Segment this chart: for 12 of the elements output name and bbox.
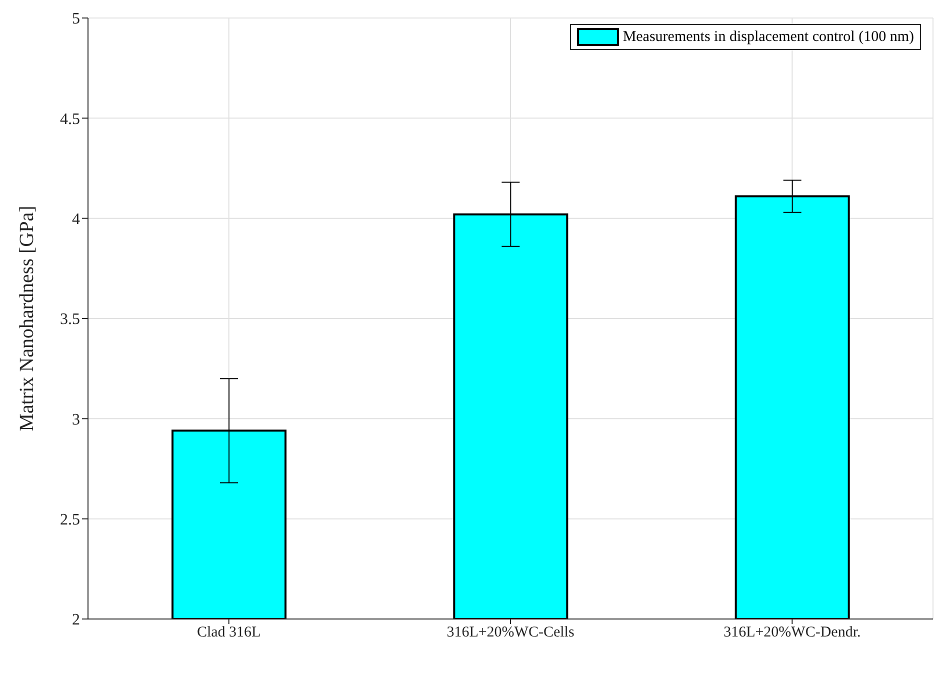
y-tick-label: 2 xyxy=(72,612,80,629)
y-tick-label: 4 xyxy=(72,211,80,228)
x-tick-label: 316L+20%WC-Cells xyxy=(446,624,574,641)
y-tick-label: 5 xyxy=(72,10,80,28)
y-tick-label: 3.5 xyxy=(60,311,80,328)
y-tick-label: 2.5 xyxy=(60,512,80,529)
y-tick-label: 4.5 xyxy=(60,110,80,128)
y-tick-label: 3 xyxy=(72,411,80,428)
legend-label: Measurements in displacement control (100 nm) xyxy=(622,28,914,46)
x-tick-label: 316L+20%WC-Dendr. xyxy=(724,624,861,641)
y-axis-title: Matrix Nanohardness [GPa] xyxy=(16,206,38,432)
x-tick-label: Clad 316L xyxy=(196,624,261,641)
